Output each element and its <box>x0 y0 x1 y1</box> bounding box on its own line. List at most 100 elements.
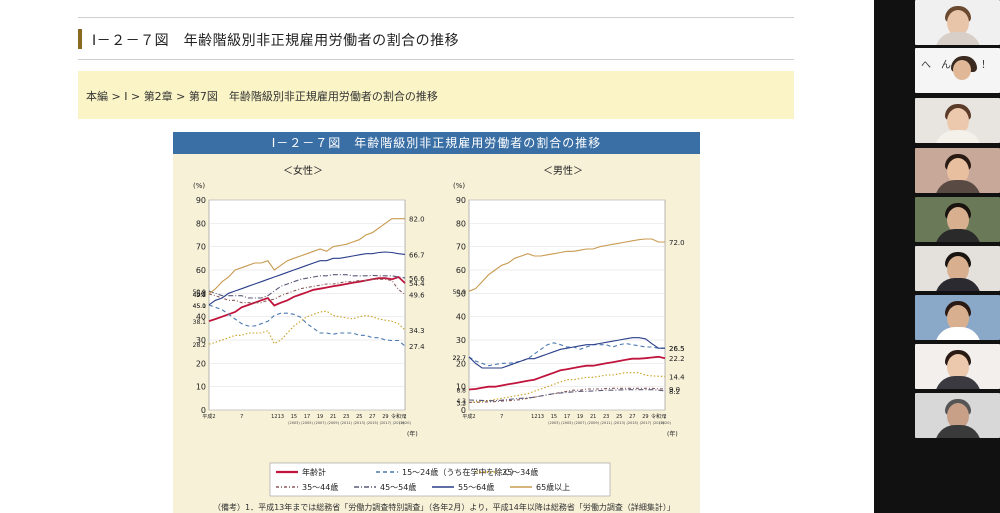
video-tile-8[interactable] <box>915 344 1000 389</box>
x-tick-label: 25 <box>616 414 622 420</box>
y-tick-label: 80 <box>196 219 206 228</box>
breadcrumb-separator: > <box>108 90 125 103</box>
y-tick-label: 10 <box>456 383 466 392</box>
y-tick-label: 70 <box>456 243 466 252</box>
series-line-age55_64 <box>468 337 665 369</box>
data-label-start: 49.8 <box>193 292 207 299</box>
title-accent-bar <box>78 29 82 49</box>
divider <box>78 17 794 18</box>
x-tick-sublabel: (2017) <box>640 421 652 425</box>
series-line-age35_44 <box>469 387 666 403</box>
video-tile-7[interactable] <box>915 295 1000 340</box>
legend-label: 年齢計 <box>302 467 326 477</box>
breadcrumb-item[interactable]: 第2章 <box>143 90 173 103</box>
x-tick-sublabel: (2003) <box>288 421 300 425</box>
y-tick-label: 70 <box>196 243 206 252</box>
x-tick-sublabel: (2009) <box>587 421 599 425</box>
x-tick-label: 7 <box>500 414 503 420</box>
x-axis-label: (年) <box>667 430 678 438</box>
x-tick-sublabel: (2020) <box>659 421 671 425</box>
video-tile-1[interactable] <box>915 0 1000 45</box>
x-tick-label: 27 <box>629 414 635 420</box>
y-tick-label: 0 <box>201 406 206 415</box>
breadcrumb-text: 本編 > Ⅰ > 第2章 > 第7図 年齢階級別非正規雇用労働者の割合の推移 <box>86 88 438 104</box>
legend-label: 25～34歳 <box>502 467 538 477</box>
y-tick-label: 40 <box>196 313 206 322</box>
legend-label: 15～24歳（うち在学中を除く） <box>402 467 518 477</box>
data-label-end: 54.4 <box>409 280 425 288</box>
x-tick-label: 21 <box>590 414 596 420</box>
legend-label: 55～64歳 <box>458 482 494 492</box>
x-tick-sublabel: (2007) <box>574 421 586 425</box>
x-tick-label: 2 <box>403 414 406 420</box>
y-tick-label: 10 <box>196 383 206 392</box>
x-tick-label: 7 <box>240 414 243 420</box>
x-tick-sublabel: (2013) <box>353 421 365 425</box>
video-tile-6[interactable] <box>915 246 1000 291</box>
x-tick-sublabel: (2005) <box>301 421 313 425</box>
x-tick-sublabel: (2009) <box>327 421 339 425</box>
x-tick-label: 令和元 <box>391 413 406 420</box>
figure-note: （備考）1．平成13年までは総務省「労働力調査特別調査」（各年2月）より，平成1… <box>213 502 675 512</box>
x-tick-label: 21 <box>330 414 336 420</box>
figure: Ⅰ－２－７図 年齢階級別非正規雇用労働者の割合の推移 ＜女性＞ ＜男性＞ 0 10… <box>173 132 700 513</box>
series-line-age65plus <box>468 238 665 292</box>
video-tile-3[interactable] <box>915 98 1000 143</box>
data-label-start: 38.1 <box>193 319 207 326</box>
breadcrumb-item[interactable]: 第7図 年齢階級別非正規雇用労働者の割合の推移 <box>188 90 438 103</box>
data-label-start: 3.2 <box>456 401 466 408</box>
page-title: Ⅰ－２－７図 年齢階級別非正規雇用労働者の割合の推移 <box>92 33 460 49</box>
y-tick-label: 50 <box>456 289 466 298</box>
data-label-start: 3.3 <box>456 400 466 407</box>
data-label-end: 8.2 <box>669 388 680 396</box>
y-tick-label: 80 <box>456 219 466 228</box>
x-tick-label: 15 <box>291 414 297 420</box>
x-tick-label: 平成2 <box>462 413 475 420</box>
plot-area-male <box>468 199 666 411</box>
data-label-end: 26.5 <box>669 345 685 353</box>
x-tick-sublabel: (2015) <box>367 421 379 425</box>
x-axis-label: (年) <box>407 430 418 438</box>
x-tick-label: 25 <box>356 414 362 420</box>
y-tick-label: 20 <box>456 359 466 368</box>
data-label-end: 9.0 <box>669 386 680 394</box>
data-label-end: 82.0 <box>409 216 425 224</box>
x-tick-label: 12 <box>271 414 277 420</box>
video-tile-4[interactable] <box>915 148 1000 193</box>
x-tick-label: 15 <box>551 414 557 420</box>
y-tick-label: 40 <box>456 313 466 322</box>
legend-label: 65歳以上 <box>536 482 570 492</box>
divider <box>78 59 794 60</box>
x-tick-sublabel: (2003) <box>548 421 560 425</box>
y-tick-label: 90 <box>456 196 466 205</box>
y-axis-label: (%) <box>453 182 465 190</box>
x-tick-label: 13 <box>278 414 284 420</box>
x-tick-label: 13 <box>538 414 544 420</box>
x-tick-sublabel: (2005) <box>561 421 573 425</box>
data-label-start: 4.3 <box>456 398 466 405</box>
x-tick-sublabel: (2017) <box>380 421 392 425</box>
data-label-end: 72.0 <box>669 239 685 247</box>
x-tick-label: 17 <box>564 414 570 420</box>
y-tick-label: 30 <box>196 336 206 345</box>
data-label-start: 45.1 <box>193 303 207 310</box>
breadcrumb-item[interactable]: Ⅰ <box>124 90 128 103</box>
x-tick-sublabel: (2019) <box>653 421 665 425</box>
panel-title-female: ＜女性＞ <box>283 166 323 177</box>
y-tick-label: 60 <box>456 266 466 275</box>
y-tick-label: 60 <box>196 266 206 275</box>
data-label-end: 34.3 <box>409 327 425 335</box>
x-tick-label: 29 <box>642 414 648 420</box>
data-label-start: 45.0 <box>193 303 207 310</box>
video-tile-9[interactable] <box>915 393 1000 438</box>
breadcrumb-separator: > <box>172 90 189 103</box>
x-tick-sublabel: (2007) <box>314 421 326 425</box>
video-tile-5[interactable] <box>915 197 1000 242</box>
x-tick-sublabel: (2013) <box>613 421 625 425</box>
series-line-age25_34 <box>208 310 406 345</box>
data-label-end: 14.4 <box>669 373 685 381</box>
x-tick-label: 29 <box>382 414 388 420</box>
breadcrumb-item[interactable]: 本編 <box>86 90 108 103</box>
video-tile-2[interactable]: へ ん ず ！ <box>915 48 1000 93</box>
